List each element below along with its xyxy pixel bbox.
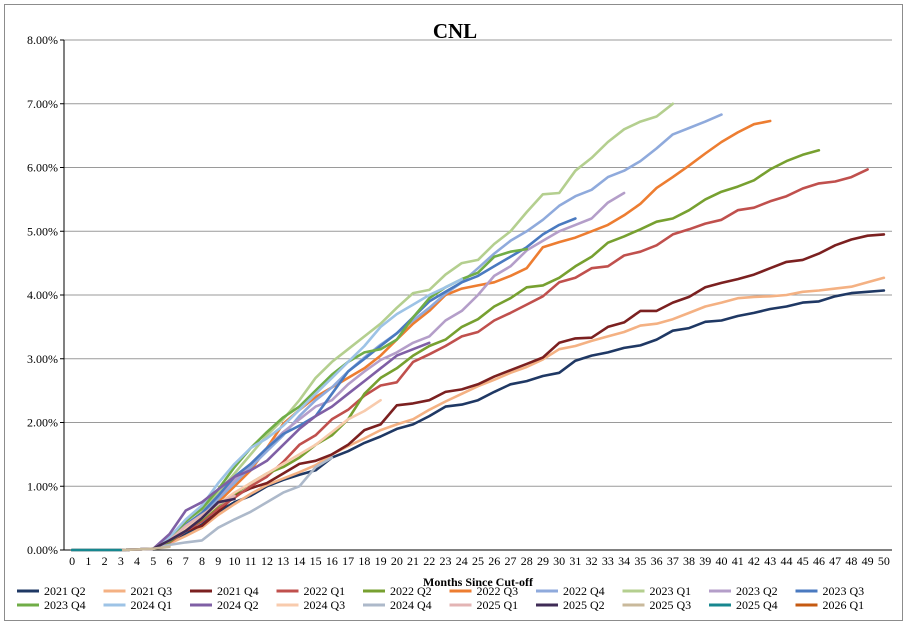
y-tick-label: 4.00%	[27, 288, 58, 302]
legend-entry: 2022 Q4	[563, 584, 605, 598]
legend-entry: 2025 Q1	[477, 598, 519, 612]
x-tick-label: 22	[423, 554, 435, 568]
x-tick-label: 25	[472, 554, 484, 568]
x-tick-label: 29	[537, 554, 549, 568]
grid-lines	[60, 39, 892, 551]
x-tick-label: 30	[553, 554, 565, 568]
legend-entry: 2021 Q4	[217, 584, 259, 598]
legend-entry: 2024 Q4	[390, 598, 432, 612]
x-tick-label: 49	[862, 554, 874, 568]
x-tick-label: 12	[261, 554, 273, 568]
series-line	[70, 276, 886, 552]
x-tick-label: 26	[488, 554, 500, 568]
x-tick-label: 27	[504, 554, 516, 568]
x-tick-label: 15	[310, 554, 322, 568]
x-tick-label: 37	[667, 554, 679, 568]
legend: 2021 Q2 2021 Q3 2021 Q4 2022 Q1 2022 Q2 2022 …	[17, 584, 864, 612]
legend-entry: 2026 Q1	[823, 598, 865, 612]
x-tick-label: 8	[199, 554, 205, 568]
x-tick-label: 10	[228, 554, 240, 568]
x-tick-label: 7	[183, 554, 189, 568]
x-tick-label: 41	[732, 554, 744, 568]
x-tick-label: 39	[699, 554, 711, 568]
x-tick-label: 19	[375, 554, 387, 568]
legend-entry: 2023 Q1	[650, 584, 692, 598]
x-tick-label: 31	[569, 554, 581, 568]
legend-entry: 2024 Q2	[217, 598, 259, 612]
x-tick-label: 40	[716, 554, 728, 568]
y-tick-label: 8.00%	[27, 33, 58, 47]
legend-entry: 2022 Q3	[477, 584, 519, 598]
legend-entry: 2023 Q4	[44, 598, 86, 612]
x-tick-label: 48	[845, 554, 857, 568]
x-tick-label: 18	[358, 554, 370, 568]
y-tick-label: 7.00%	[27, 97, 58, 111]
x-axis-label: Months Since Cut-off	[423, 575, 534, 589]
x-tick-label: 13	[277, 554, 289, 568]
y-tick-label: 5.00%	[27, 224, 58, 238]
x-tick-label: 50	[878, 554, 890, 568]
legend-entry: 2023 Q3	[823, 584, 865, 598]
x-tick-label: 2	[102, 554, 108, 568]
x-tick-label: 6	[167, 554, 173, 568]
x-tick-label: 28	[521, 554, 533, 568]
series-line	[70, 102, 675, 552]
x-tick-label: 36	[651, 554, 663, 568]
x-tick-label: 23	[440, 554, 452, 568]
chart-frame: CNL 0.00% 1.00% 2.00% 3.00% 4.00% 5.00% 6.00% 7…	[4, 4, 903, 621]
y-tick-label: 1.00%	[27, 479, 58, 493]
x-tick-label: 47	[829, 554, 841, 568]
legend-entry: 2025 Q4	[736, 598, 778, 612]
y-tick-label: 2.00%	[27, 416, 58, 430]
y-tick-label: 3.00%	[27, 352, 58, 366]
x-tick-label: 16	[326, 554, 338, 568]
x-tick-label: 9	[215, 554, 221, 568]
y-tick-label: 0.00%	[27, 543, 58, 557]
x-tick-label: 11	[245, 554, 257, 568]
y-tick-label: 6.00%	[27, 161, 58, 175]
x-tick-label: 24	[456, 554, 468, 568]
x-tick-label: 38	[683, 554, 695, 568]
x-tick-label: 42	[748, 554, 760, 568]
x-tick-label: 44	[780, 554, 792, 568]
x-tick-labels: 0 1 2 3 4 5 6 7 8 9 10 11 12 13 14 15 16 17 18 19 20 21 22 23 24…	[69, 554, 890, 568]
x-tick-label: 14	[293, 554, 305, 568]
series-line	[70, 168, 869, 552]
legend-entry: 2022 Q2	[390, 584, 432, 598]
legend-entry: 2025 Q2	[563, 598, 605, 612]
legend-entry: 2022 Q1	[304, 584, 346, 598]
x-tick-label: 17	[342, 554, 354, 568]
cnl-chart: CNL 0.00% 1.00% 2.00% 3.00% 4.00% 5.00% 6.00% 7…	[17, 19, 892, 612]
x-tick-label: 43	[764, 554, 776, 568]
legend-entry: 2021 Q3	[131, 584, 173, 598]
chart-title: CNL	[433, 19, 477, 43]
legend-entry: 2025 Q3	[650, 598, 692, 612]
series-line	[70, 233, 886, 552]
x-tick-label: 4	[134, 554, 140, 568]
legend-entry: 2021 Q2	[44, 584, 86, 598]
x-tick-label: 35	[634, 554, 646, 568]
x-tick-label: 21	[407, 554, 419, 568]
x-tick-label: 0	[69, 554, 75, 568]
x-tick-label: 34	[618, 554, 630, 568]
y-tick-labels: 0.00% 1.00% 2.00% 3.00% 4.00% 5.00% 6.00% 7.00%…	[27, 33, 58, 557]
series-lines	[70, 102, 886, 552]
x-tick-label: 32	[586, 554, 598, 568]
series-line	[70, 149, 821, 552]
legend-entry: 2023 Q2	[736, 584, 778, 598]
x-tick-label: 3	[118, 554, 124, 568]
legend-entry: 2024 Q1	[131, 598, 173, 612]
x-tick-label: 20	[391, 554, 403, 568]
x-tick-label: 46	[813, 554, 825, 568]
series-line	[70, 277, 464, 552]
x-tick-label: 5	[150, 554, 156, 568]
x-tick-label: 45	[797, 554, 809, 568]
x-tick-label: 1	[85, 554, 91, 568]
x-tick-label: 33	[602, 554, 614, 568]
legend-entry: 2024 Q3	[304, 598, 346, 612]
